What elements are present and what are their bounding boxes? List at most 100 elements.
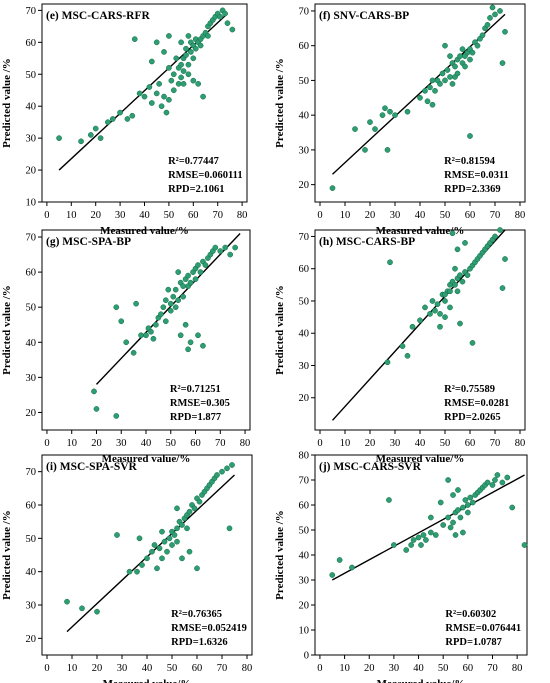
data-point [457, 272, 463, 279]
data-point [105, 119, 111, 126]
stat-label: R²=0.77447 [168, 156, 219, 167]
y-tick-label: 40 [299, 111, 310, 122]
y-tick-label: 70 [299, 232, 310, 243]
stat-label: RMSE=0.305 [170, 398, 230, 409]
data-point [462, 63, 468, 70]
chart-panel: 0 10 20 30 40 50 60 70 80 0 10 20 30 40 50 60 70 80 Measur… [274, 451, 528, 683]
data-point [499, 285, 506, 291]
data-point [457, 320, 463, 327]
stat-label: R²=0.71251 [170, 384, 221, 395]
data-point [454, 70, 461, 77]
y-tick-label: 50 [26, 303, 37, 314]
x-tick-label: 40 [413, 663, 424, 674]
data-point [185, 272, 191, 279]
x-tick-label: 20 [92, 663, 103, 674]
data-point [153, 90, 160, 97]
data-point [175, 297, 182, 304]
data-point [172, 286, 179, 293]
x-tick-label: 30 [117, 663, 128, 674]
x-tick-label: 70 [212, 210, 223, 221]
data-point [428, 514, 434, 521]
data-point [489, 4, 496, 11]
y-tick-label: 10 [299, 626, 310, 637]
data-point [136, 535, 143, 542]
data-point [454, 288, 461, 295]
data-point [171, 532, 178, 538]
data-point [166, 96, 172, 103]
data-point [442, 314, 448, 320]
data-point [442, 77, 448, 84]
x-tick-label: 60 [190, 438, 201, 449]
x-tick-label: 40 [415, 210, 426, 221]
x-tick-label: 10 [340, 210, 351, 221]
data-point [450, 519, 456, 526]
data-point [146, 84, 153, 90]
data-point [469, 499, 476, 506]
data-point [219, 468, 225, 475]
data-point [464, 272, 471, 279]
data-point [158, 311, 164, 318]
panel-title: (e) MSC-CARS-RFR [46, 10, 150, 22]
y-tick-label: 20 [26, 408, 37, 419]
y-tick-label: 30 [299, 576, 310, 587]
regression-line [331, 474, 525, 581]
x-tick-label: 40 [142, 663, 153, 674]
x-tick-label: 0 [44, 438, 49, 449]
data-point [179, 555, 185, 562]
data-point [457, 53, 463, 59]
x-axis-label: Measured value/% [376, 225, 465, 237]
y-tick-label: 60 [26, 38, 37, 49]
y-tick-label: 20 [299, 601, 310, 612]
data-point [179, 522, 185, 528]
data-point [188, 49, 194, 55]
y-tick-label: 40 [299, 551, 310, 562]
data-point [432, 532, 439, 538]
data-point [504, 474, 511, 481]
x-tick-label: 30 [115, 210, 126, 221]
data-point [180, 80, 187, 87]
data-point [447, 524, 454, 531]
data-point [352, 126, 358, 132]
data-point [382, 105, 388, 112]
data-point [92, 125, 99, 132]
data-point [462, 240, 468, 246]
data-point [452, 63, 458, 70]
data-point [170, 293, 177, 300]
data-point [192, 276, 199, 282]
x-axis-label: Measured value/% [103, 678, 192, 683]
panel-title: (g) MSC-SPA-BP [46, 236, 131, 248]
data-point [113, 413, 120, 419]
data-point [133, 300, 139, 307]
data-point [170, 87, 177, 94]
x-tick-label: 30 [390, 438, 401, 449]
data-point [156, 80, 162, 87]
data-point [195, 80, 202, 87]
data-point [403, 547, 410, 553]
data-point [190, 77, 197, 84]
data-point [484, 21, 491, 28]
data-point [162, 318, 169, 325]
data-point [464, 509, 471, 516]
data-point [178, 39, 184, 46]
x-tick-label: 50 [167, 663, 178, 674]
data-point [161, 49, 167, 55]
data-point [447, 74, 453, 80]
data-point [165, 286, 172, 293]
data-point [440, 522, 447, 528]
data-point [124, 116, 131, 122]
data-point [452, 532, 459, 538]
data-point [156, 545, 163, 552]
y-tick-label: 30 [26, 134, 37, 145]
x-tick-label: 0 [317, 210, 322, 221]
data-point [138, 332, 144, 339]
data-point [167, 300, 174, 307]
data-point [417, 94, 423, 101]
y-tick-label: 70 [299, 6, 310, 17]
data-point [502, 28, 508, 35]
stat-label: RMSE=0.0281 [444, 398, 509, 409]
data-point [449, 81, 456, 87]
data-point [173, 55, 180, 62]
data-point [200, 93, 206, 100]
data-point [159, 555, 165, 562]
data-point [427, 84, 433, 91]
